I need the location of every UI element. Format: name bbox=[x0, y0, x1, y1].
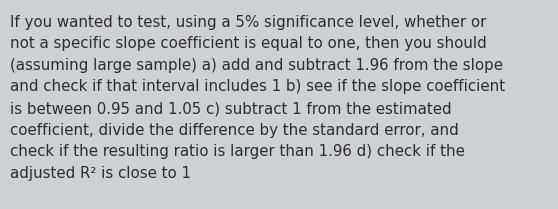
Text: If you wanted to test, using a 5% significance level, whether or
not a specific : If you wanted to test, using a 5% signif… bbox=[10, 15, 505, 181]
